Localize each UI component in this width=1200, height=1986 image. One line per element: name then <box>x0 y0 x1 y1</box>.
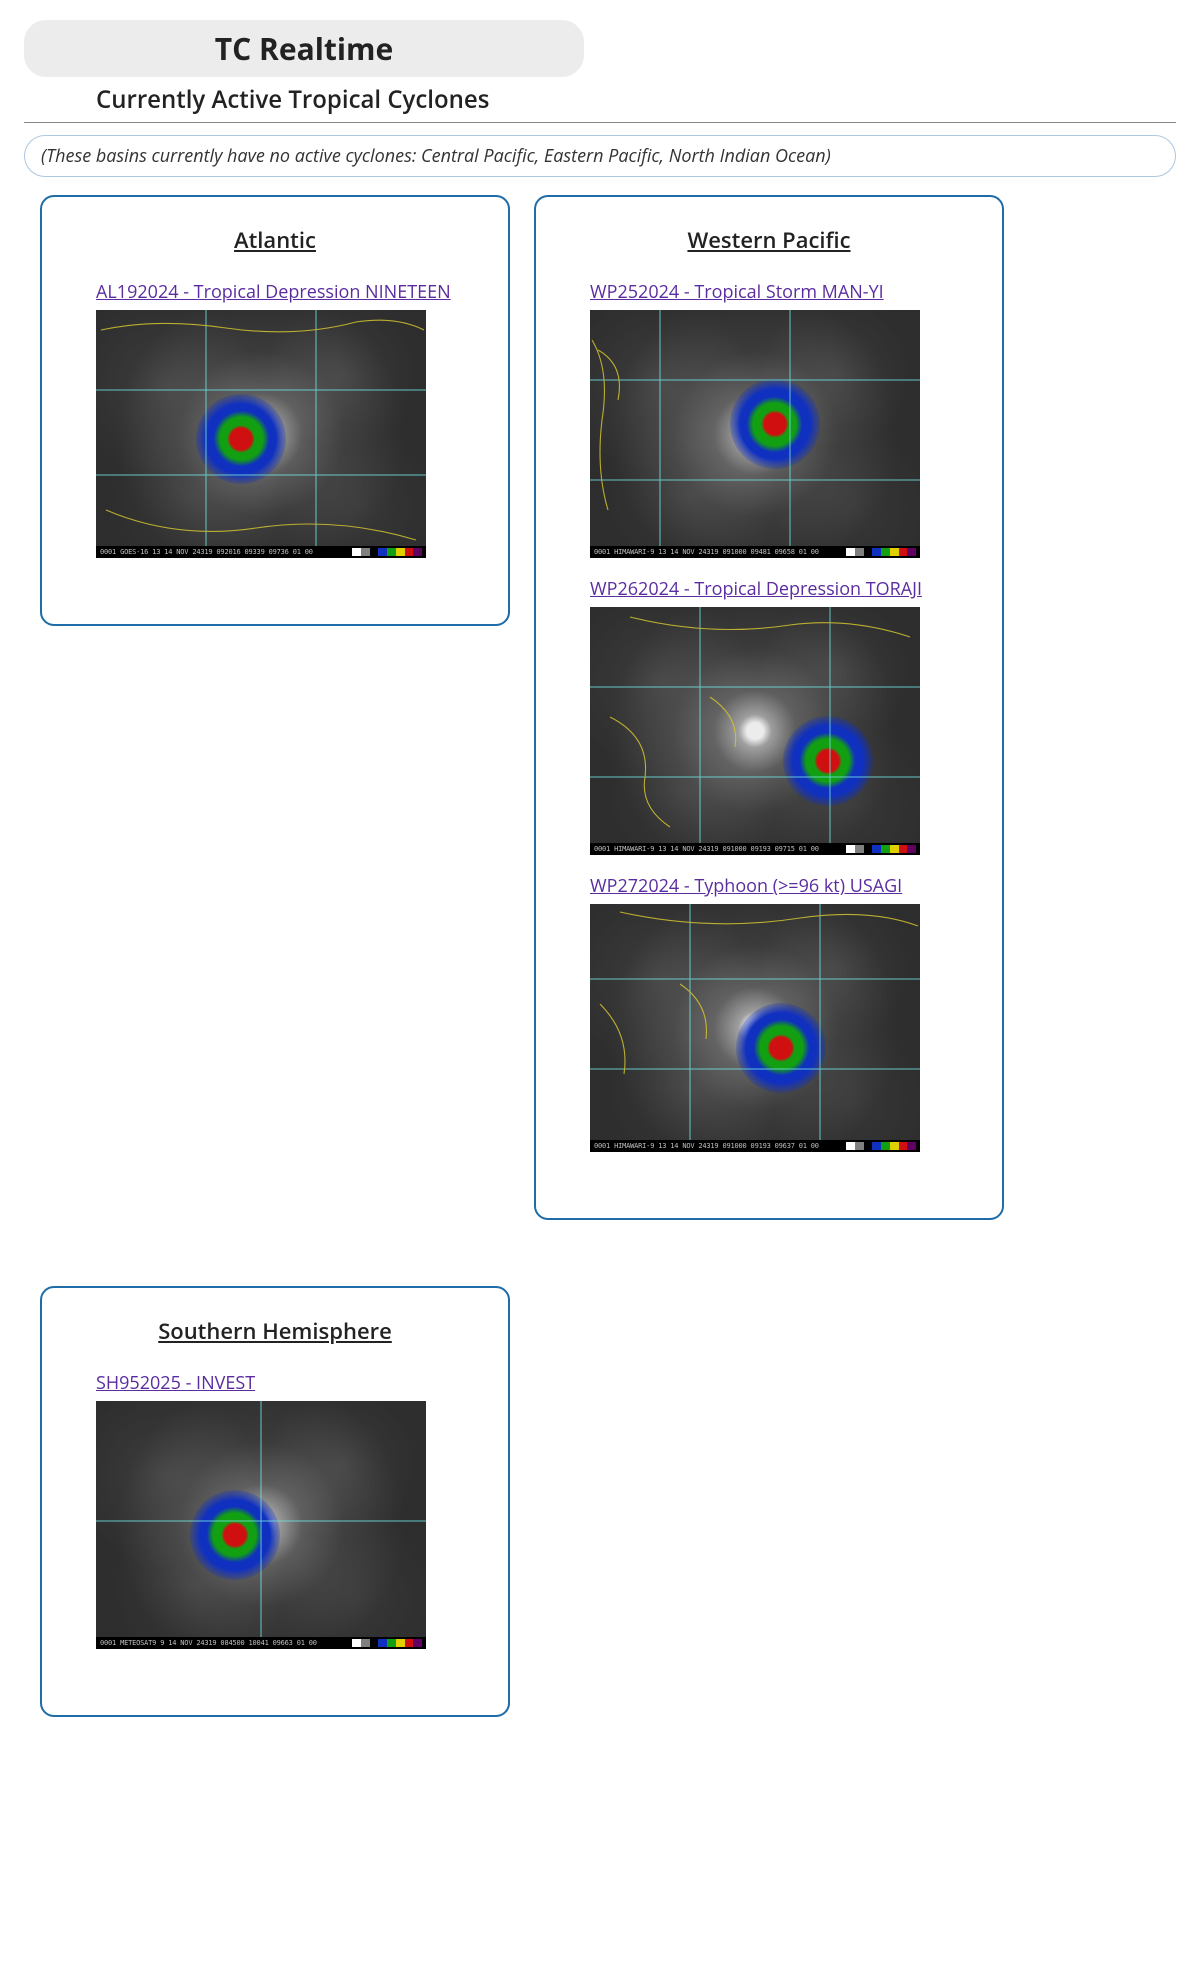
color-palette <box>846 548 916 556</box>
storm-entry: WP262024 - Tropical Depression TORAJI 000… <box>590 576 948 855</box>
inactive-basins-notice: (These basins currently have no active c… <box>24 135 1176 177</box>
satellite-image[interactable]: 0001 HIMAWARI-9 13 14 NOV 24319 091000 0… <box>590 310 920 558</box>
basin-card: Western Pacific WP252024 - Tropical Storm… <box>534 195 1004 1220</box>
color-palette <box>846 1142 916 1150</box>
page-title-pill: TC Realtime <box>24 20 584 77</box>
storm-link[interactable]: WP252024 - Tropical Storm MAN-YI <box>590 279 884 306</box>
color-palette <box>352 1639 422 1647</box>
satellite-image[interactable]: 0001 GOES-16 13 14 NOV 24319 092016 0933… <box>96 310 426 558</box>
page-title: TC Realtime <box>64 28 544 69</box>
storm-entry: WP252024 - Tropical Storm MAN-YI 0001 HIM… <box>590 279 948 558</box>
satellite-footer-text: 0001 HIMAWARI-9 13 14 NOV 24319 091000 0… <box>594 845 819 853</box>
satellite-footer-text: 0001 HIMAWARI-9 13 14 NOV 24319 091000 0… <box>594 1142 819 1150</box>
color-palette <box>846 845 916 853</box>
satellite-image[interactable]: 0001 METEOSAT9 9 14 NOV 24319 084500 100… <box>96 1401 426 1649</box>
divider <box>24 122 1176 123</box>
satellite-image[interactable]: 0001 HIMAWARI-9 13 14 NOV 24319 091000 0… <box>590 607 920 855</box>
satellite-footer-text: 0001 METEOSAT9 9 14 NOV 24319 084500 100… <box>100 1639 317 1647</box>
storm-entry: SH952025 - INVEST 0001 METEOSAT9 9 14 NOV… <box>96 1370 454 1649</box>
storm-link[interactable]: AL192024 - Tropical Depression NINETEEN <box>96 279 451 306</box>
basin-card: Atlantic AL192024 - Tropical Depression N… <box>40 195 510 626</box>
color-palette <box>352 548 422 556</box>
storm-link[interactable]: WP262024 - Tropical Depression TORAJI <box>590 576 922 603</box>
basin-title: Southern Hemisphere <box>96 1316 454 1346</box>
page-subtitle: Currently Active Tropical Cyclones <box>96 83 1176 116</box>
basin-title: Atlantic <box>96 225 454 255</box>
basin-card: Southern Hemisphere SH952025 - INVEST 0001… <box>40 1286 510 1717</box>
satellite-footer-text: 0001 HIMAWARI-9 13 14 NOV 24319 091000 0… <box>594 548 819 556</box>
storm-entry: WP272024 - Typhoon (>=96 kt) USAGI 0001 H… <box>590 873 948 1152</box>
storm-link[interactable]: WP272024 - Typhoon (>=96 kt) USAGI <box>590 873 902 900</box>
basins-grid: Atlantic AL192024 - Tropical Depression N… <box>24 195 1176 1717</box>
basin-title: Western Pacific <box>590 225 948 255</box>
satellite-footer-text: 0001 GOES-16 13 14 NOV 24319 092016 0933… <box>100 548 313 556</box>
storm-entry: AL192024 - Tropical Depression NINETEEN 0… <box>96 279 454 558</box>
storm-link[interactable]: SH952025 - INVEST <box>96 1370 255 1397</box>
satellite-image[interactable]: 0001 HIMAWARI-9 13 14 NOV 24319 091000 0… <box>590 904 920 1152</box>
